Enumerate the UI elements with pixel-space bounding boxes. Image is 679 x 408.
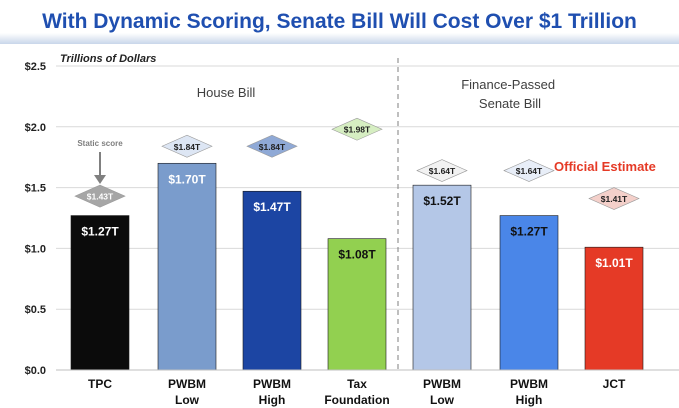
y-tick-label: $2.0 [25,122,46,134]
static-score-diamond [503,159,555,182]
static-score-annotation: Static score [77,139,123,148]
x-tick-label: PWBM [253,377,291,391]
x-tick-label: PWBM [168,377,206,391]
y-tick-label: $1.5 [25,183,46,195]
bar-value-label: $1.70T [168,172,206,186]
static-score-diamond [416,159,468,182]
official-estimate-annotation: Official Estimate [554,159,656,174]
bar-value-label: $1.52T [423,194,461,208]
x-tick-label: Tax [347,377,367,391]
bar-value-label: $1.08T [338,248,376,262]
bar-value-label: $1.47T [253,200,291,214]
static-score-diamond [74,184,126,208]
x-tick-label: PWBM [423,377,461,391]
static-score-label: $1.43T [87,192,114,202]
x-tick-label-line2: High [259,393,286,407]
static-score-arrow [94,152,106,184]
bar-value-label: $1.27T [81,225,119,239]
bar-value-label: $1.01T [595,256,633,270]
x-tick-layer: TPC PWBM Low PWBM High Tax Foundation PWBM Low PW… [88,377,626,407]
x-tick-label-line2: Foundation [324,393,389,407]
static-score-layer: $1.43T $1.84T $1.84T $1.98T $1.64T $1.64T $1.4… [74,117,640,210]
static-score-diamond [331,117,383,141]
group-label-senate-line2: Senate Bill [479,96,541,111]
bar [242,190,302,371]
bar-layer: $1.27T $1.70T $1.47T $1.08T $1.52T $1.27T $1.0… [70,162,644,371]
y-tick-layer: $0.0 $0.5 $1.0 $1.5 $2.0 $2.5 [25,61,46,377]
x-tick-label-line2: Low [175,393,200,407]
group-label-senate-line1: Finance-Passed [461,77,555,92]
x-tick-label: JCT [603,377,626,391]
y-tick-label: $0.0 [25,365,46,377]
x-tick-label-line2: High [516,393,543,407]
y-tick-label: $1.0 [25,243,46,255]
x-tick-label-line2: Low [430,393,455,407]
chart-title: With Dynamic Scoring, Senate Bill Will C… [42,10,637,33]
bar [157,162,217,371]
static-score-label: $1.64T [516,166,543,176]
bar [412,184,472,371]
static-score-diamond [161,134,213,158]
y-axis-label: Trillions of Dollars [60,53,156,65]
static-score-diamond [246,134,298,158]
x-tick-label: PWBM [510,377,548,391]
bar [70,215,130,371]
bar [499,215,559,371]
group-label-senate: Finance-Passed Senate Bill [461,77,559,111]
static-score-label: $1.84T [259,142,286,152]
group-label-house: House Bill [197,85,256,100]
title-band [0,0,679,44]
x-tick-label: TPC [88,377,112,391]
bar-value-label: $1.27T [510,225,548,239]
static-score-label: $1.64T [429,166,456,176]
static-score-label: $1.41T [601,194,628,204]
static-score-label: $1.84T [174,142,201,152]
y-tick-label: $2.5 [25,61,46,73]
static-score-label: $1.98T [344,125,371,135]
static-score-diamond [588,187,640,210]
bar [584,246,644,371]
y-tick-label: $0.5 [25,304,46,316]
